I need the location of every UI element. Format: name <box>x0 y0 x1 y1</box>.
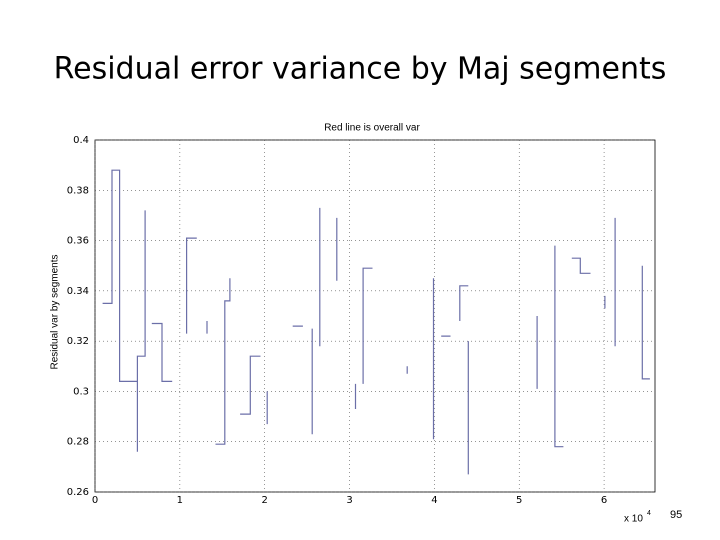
x-tick-label: 2 <box>262 495 268 506</box>
y-axis-label: Residual var by segments <box>50 254 61 369</box>
x-tick-label: 3 <box>346 495 352 506</box>
y-tick-label: 0.4 <box>73 135 89 146</box>
x-multiplier-exponent: 4 <box>647 510 651 517</box>
y-tick-label: 0.34 <box>67 286 89 297</box>
y-tick-label: 0.3 <box>73 386 89 397</box>
y-tick-label: 0.38 <box>67 185 89 196</box>
x-tick-label: 5 <box>516 495 522 506</box>
y-tick-label: 0.28 <box>67 437 89 448</box>
x-tick-label: 1 <box>177 495 183 506</box>
x-multiplier: x 10 <box>624 514 643 525</box>
plot-frame <box>94 139 656 493</box>
y-tick-label: 0.26 <box>67 487 89 498</box>
y-tick-label: 0.32 <box>67 336 89 347</box>
slide-title: Residual error variance by Maj segments <box>54 52 667 87</box>
x-tick-label: 4 <box>431 495 437 506</box>
page-number: 95 <box>670 509 682 521</box>
y-tick-label: 0.36 <box>67 236 89 247</box>
x-tick-label: 6 <box>601 495 607 506</box>
chart-title: Red line is overall var <box>324 123 420 134</box>
data-line <box>102 169 650 475</box>
x-tick-label: 0 <box>92 495 98 506</box>
